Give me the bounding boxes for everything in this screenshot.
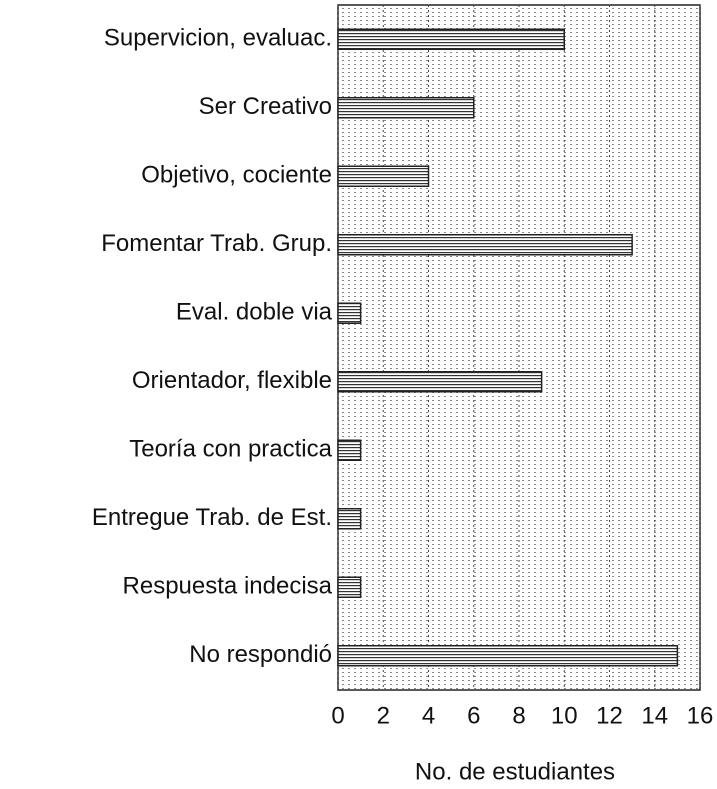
- x-tick-label: 8: [512, 702, 525, 729]
- x-tick-label: 4: [422, 702, 435, 729]
- y-tick-label: Entregue Trab. de Est.: [92, 504, 332, 531]
- y-tick-label: Objetivo, cociente: [141, 162, 332, 189]
- y-tick-label: Ser Creativo: [199, 93, 332, 120]
- x-tick-label: 2: [377, 702, 390, 729]
- y-tick-label: Teoría con practica: [129, 436, 332, 463]
- bar: [337, 371, 543, 393]
- bar: [337, 234, 633, 256]
- bar: [337, 439, 362, 461]
- y-tick-label: Fomentar Trab. Grup.: [101, 230, 332, 257]
- bar: [337, 302, 362, 324]
- y-tick-label: Orientador, flexible: [132, 367, 332, 394]
- bar: [337, 645, 679, 667]
- x-tick-label: 10: [551, 702, 578, 729]
- y-tick-label: Respuesta indecisa: [123, 573, 333, 600]
- bar: [337, 28, 565, 50]
- y-tick-label: Eval. doble via: [176, 299, 333, 326]
- bar: [337, 508, 362, 530]
- x-tick-label: 16: [687, 702, 714, 729]
- x-tick-label: 6: [467, 702, 480, 729]
- bar: [337, 97, 475, 119]
- x-axis-label: No. de estudiantes: [415, 758, 615, 785]
- x-tick-label: 14: [641, 702, 668, 729]
- y-tick-label: Supervicion, evaluac.: [104, 25, 332, 52]
- bar: [337, 165, 430, 187]
- bar: [337, 576, 362, 598]
- x-tick-label: 0: [331, 702, 344, 729]
- x-tick-label: 12: [596, 702, 623, 729]
- y-tick-label: No respondió: [189, 641, 332, 668]
